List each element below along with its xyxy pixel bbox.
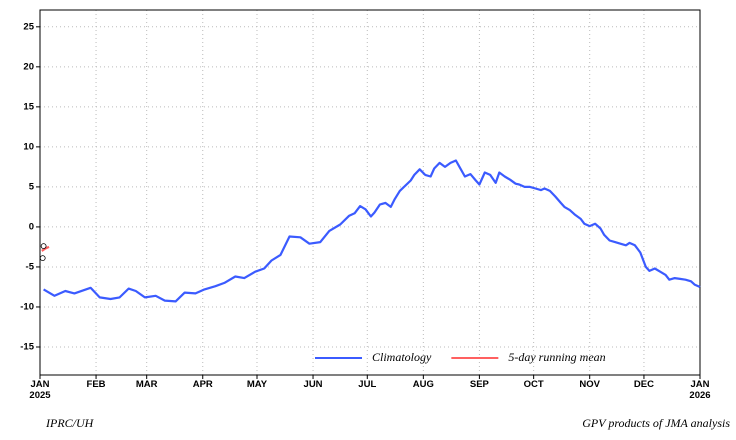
x-tick-label: MAY <box>247 379 268 390</box>
line <box>41 245 50 252</box>
x-tick-label: JAN 2026 <box>689 379 710 401</box>
x-tick-label: OCT <box>524 379 544 390</box>
x-tick-label: JUL <box>358 379 376 390</box>
y-tick-label: 15 <box>23 101 34 112</box>
x-tick-label: MAR <box>136 379 158 390</box>
line <box>43 159 701 303</box>
y-tick-label: 0 <box>29 221 34 232</box>
y-tick-label: 25 <box>23 21 34 32</box>
y-tick-label: -5 <box>26 261 35 272</box>
plot-frame <box>39 9 701 376</box>
x-tick-label: FEB <box>87 379 106 390</box>
y-tick-label: -15 <box>20 342 34 353</box>
x-tick-label: DEC <box>634 379 654 390</box>
footer-left: IPRC/UH <box>45 416 95 430</box>
legend-label: Climatology <box>372 350 432 364</box>
x-tick-label: NOV <box>579 379 600 390</box>
y-tick-label: 20 <box>23 61 34 72</box>
y-tick-label: 10 <box>23 141 34 152</box>
point <box>40 243 47 250</box>
y-tick-label: 5 <box>29 181 35 192</box>
x-tick-label: JUN <box>304 379 323 390</box>
x-tick-label: SEP <box>470 379 490 390</box>
footer-right: GPV products of JMA analysis <box>582 416 730 430</box>
x-tick-label: AUG <box>413 379 434 390</box>
y-tick-label: -10 <box>20 301 34 312</box>
point <box>39 255 46 262</box>
x-tick-label: JAN 2025 <box>29 379 51 401</box>
x-tick-label: APR <box>193 379 213 390</box>
legend-label: 5-day running mean <box>508 350 605 364</box>
